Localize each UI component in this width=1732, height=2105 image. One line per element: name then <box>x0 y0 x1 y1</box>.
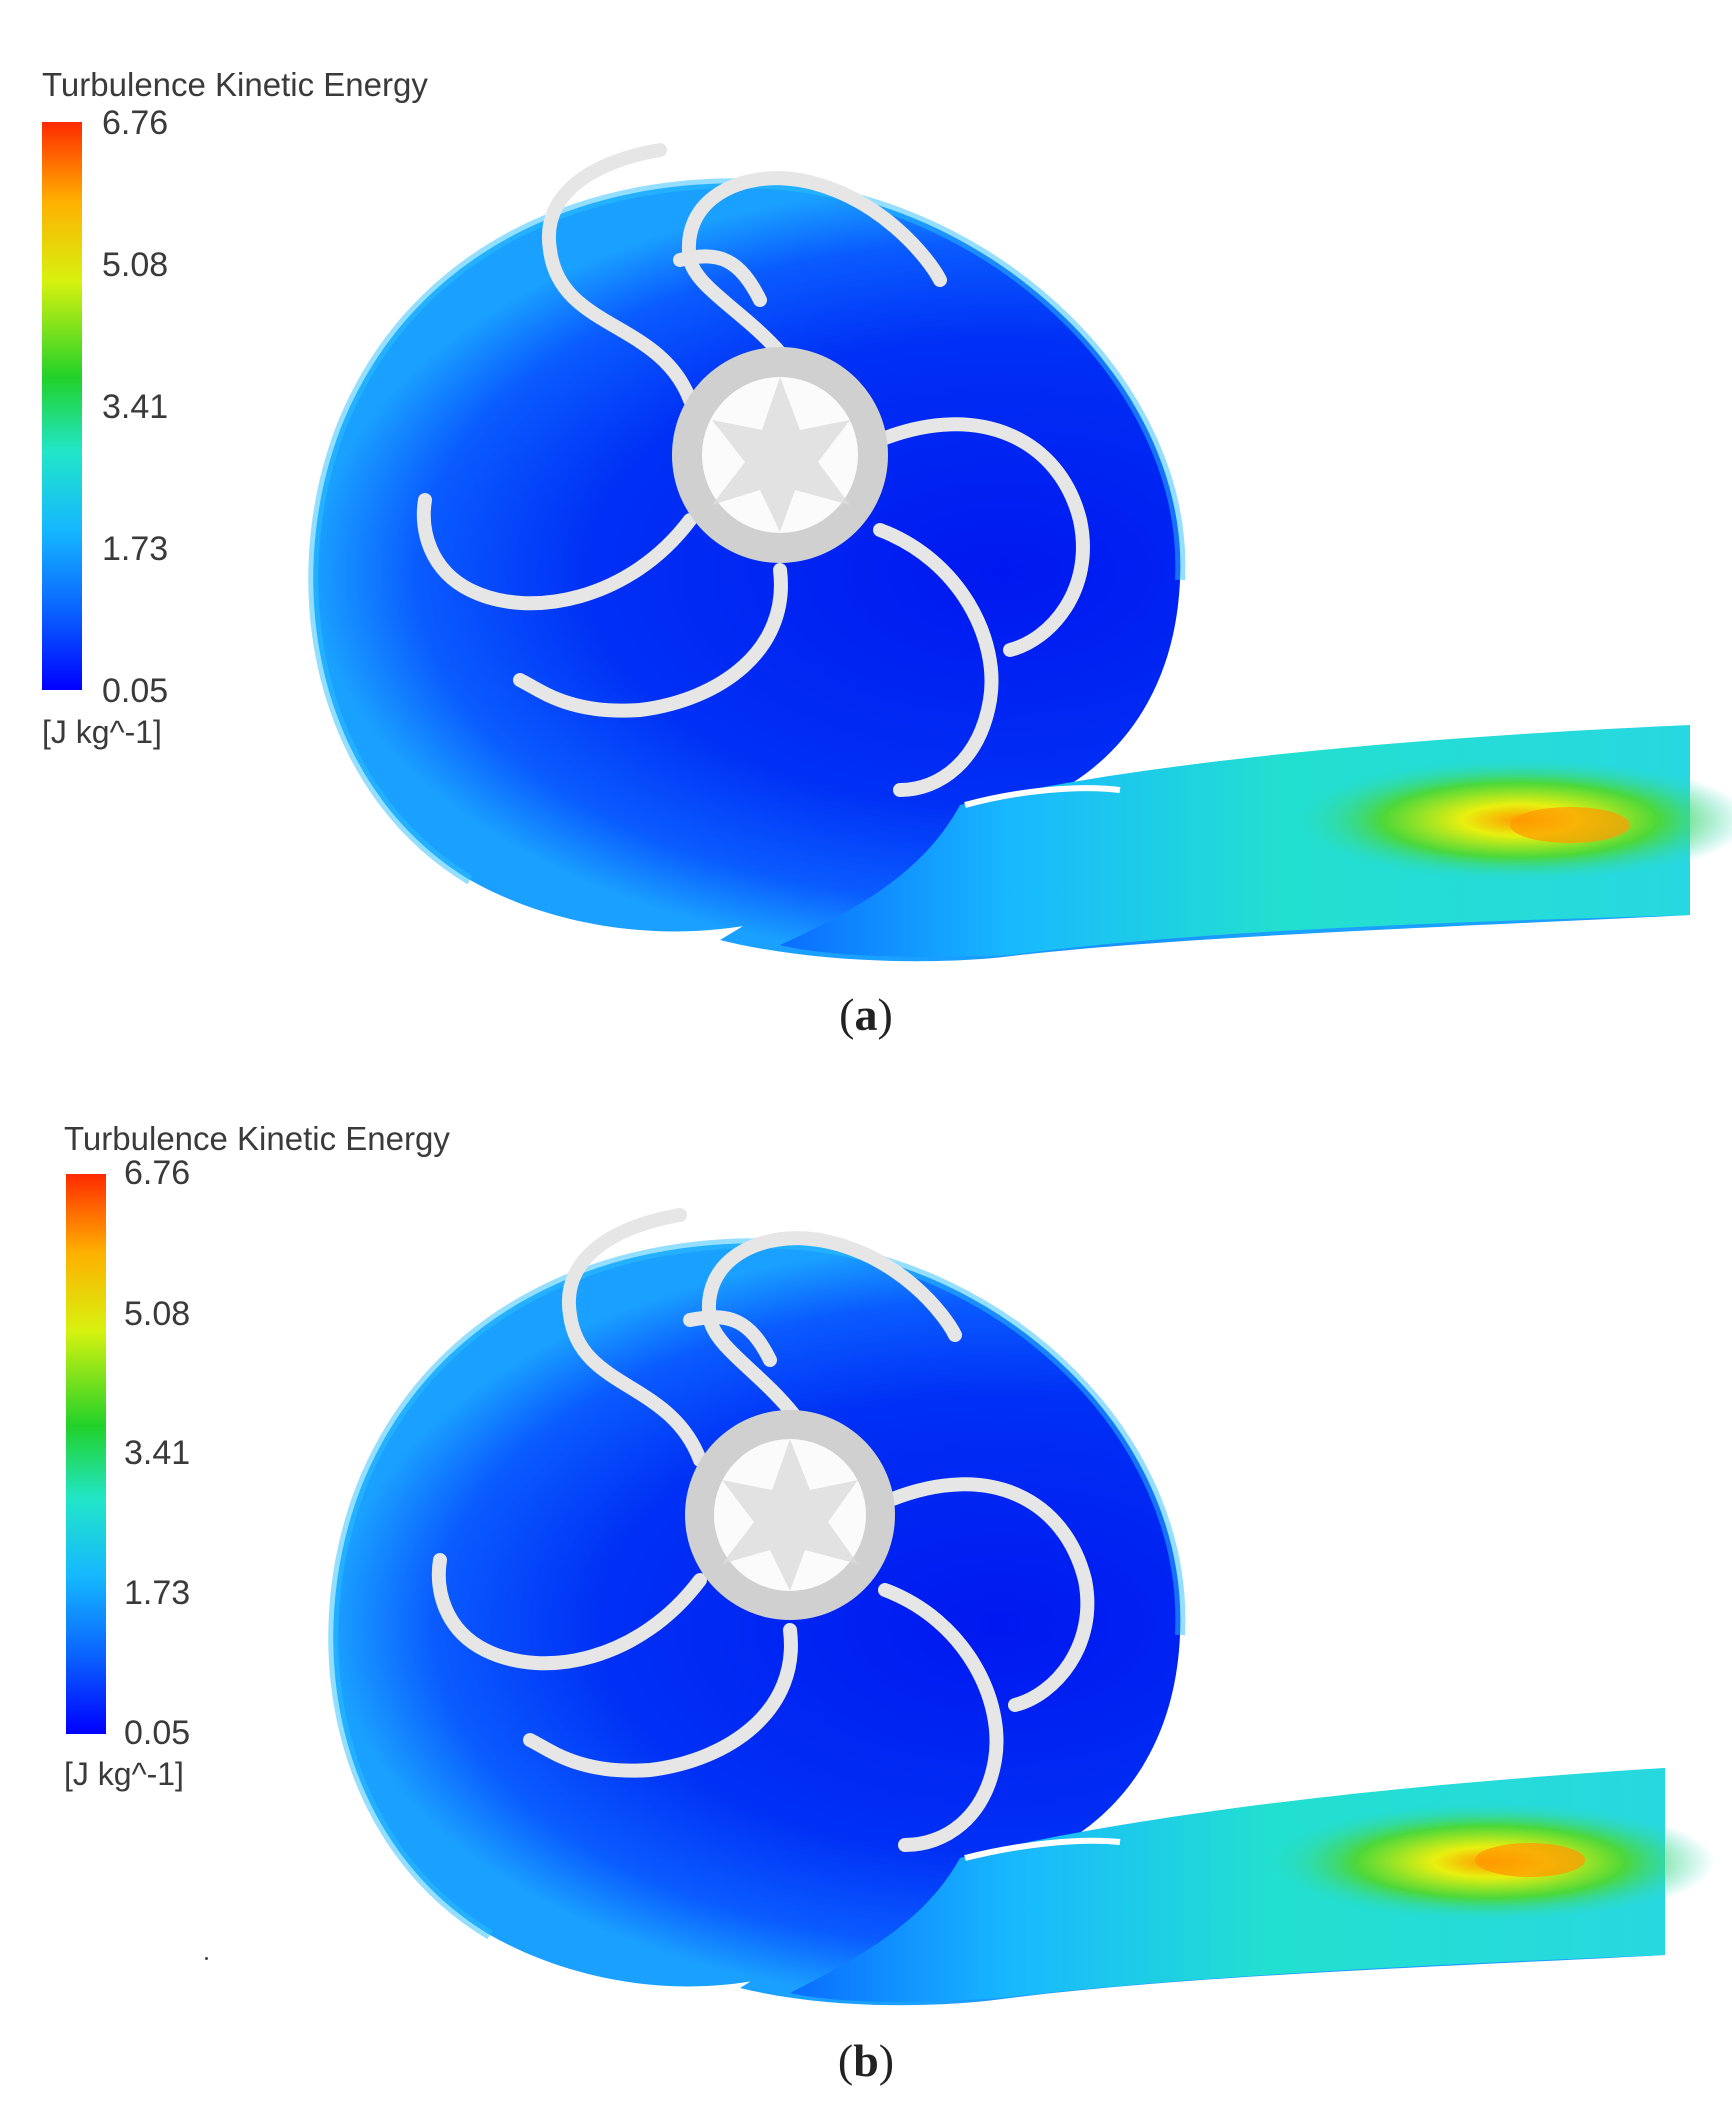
caption-open: ( <box>837 2035 854 2086</box>
panel-b: Turbulence Kinetic Energy 6.76 5.08 3.41… <box>0 1050 1732 2105</box>
tick-3: 3.41 <box>102 388 169 426</box>
tick-2: 5.08 <box>102 246 169 284</box>
volute-tongue <box>964 785 1121 808</box>
caption-close: ) <box>877 989 893 1040</box>
tick-3: 3.41 <box>124 1434 191 1472</box>
tke-contour-plot <box>308 143 1732 962</box>
colorbar <box>66 1174 106 1734</box>
impeller-blades <box>431 1208 1095 1852</box>
legend-units: [J kg^-1] <box>42 714 162 750</box>
caption-letter: b <box>853 2035 879 2086</box>
caption-letter: a <box>854 989 878 1040</box>
tick-min: 0.05 <box>124 1714 191 1752</box>
volute-tongue <box>964 1837 1121 1861</box>
stray-dot <box>205 1957 208 1960</box>
tick-max: 6.76 <box>102 104 169 142</box>
legend-title: Turbulence Kinetic Energy <box>64 1120 450 1157</box>
outlet-hotspot <box>1290 758 1732 882</box>
panel-a: Turbulence Kinetic Energy 6.76 5.08 3.41… <box>0 0 1732 1050</box>
legend-units: [J kg^-1] <box>64 1756 184 1792</box>
caption-open: ( <box>839 989 855 1040</box>
tick-4: 1.73 <box>102 530 169 568</box>
legend-title: Turbulence Kinetic Energy <box>42 66 428 103</box>
impeller-blades <box>416 143 1090 797</box>
tick-2: 5.08 <box>124 1295 191 1333</box>
tke-contour-plot <box>328 1208 1715 2006</box>
tick-min: 0.05 <box>102 672 169 710</box>
tick-max: 6.76 <box>124 1154 191 1192</box>
colorbar <box>42 122 82 690</box>
caption-close: ) <box>878 2035 895 2086</box>
caption-b: (b) <box>0 2034 1732 2087</box>
tick-4: 1.73 <box>124 1574 191 1612</box>
caption-a: (a) <box>0 988 1732 1041</box>
